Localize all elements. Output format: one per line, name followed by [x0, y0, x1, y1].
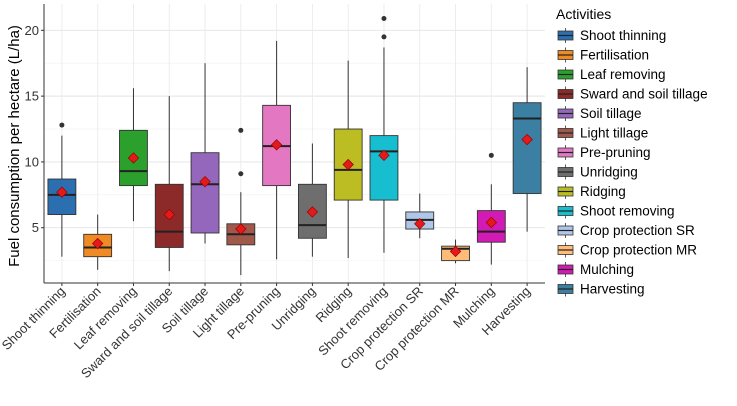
- mean-marker: [235, 223, 247, 235]
- legend-label: Light tillage: [580, 126, 648, 141]
- box-1: [47, 122, 77, 257]
- mean-marker: [342, 158, 354, 171]
- outlier-point: [59, 122, 65, 128]
- boxes: [47, 15, 542, 276]
- mean-marker: [56, 186, 68, 198]
- box-12: [441, 239, 470, 264]
- box-7: [262, 40, 292, 260]
- mean-marker: [270, 139, 283, 151]
- legend-item: Shoot removing: [557, 203, 675, 219]
- legend: Activities Shoot thinning Fertilisation Le…: [556, 6, 708, 297]
- legend-item: Mulching: [557, 262, 634, 277]
- legend-item: Harvesting: [557, 281, 645, 297]
- legend-label: Crop protection MR: [580, 243, 697, 258]
- box-body: [369, 135, 399, 201]
- box-8: [297, 143, 327, 257]
- box-6: [226, 127, 256, 276]
- mean-marker: [91, 237, 104, 250]
- mean-marker: [199, 175, 211, 188]
- legend-label: Sward and soil tillage: [580, 87, 708, 102]
- legend-item: Fertilisation: [557, 47, 649, 63]
- legend-label: Crop protection SR: [580, 223, 695, 238]
- mean-marker: [127, 152, 140, 164]
- legend-item: Light tillage: [557, 125, 648, 141]
- legend-item: Shoot thinning: [557, 28, 666, 43]
- y-axis-title: Fuel consumption per hectare (L/ha): [6, 25, 23, 267]
- y-tick-label: 20: [25, 23, 39, 38]
- legend-label: Pre-pruning: [580, 145, 651, 160]
- legend-item: Unridging: [557, 164, 638, 180]
- y-tick-label: 15: [25, 89, 39, 104]
- legend-label: Shoot thinning: [580, 28, 666, 43]
- box-13: [476, 152, 506, 265]
- mean-marker: [521, 133, 533, 146]
- mean-marker: [414, 218, 426, 230]
- mean-marker: [449, 245, 462, 258]
- box-5: [190, 63, 220, 244]
- legend-item: Sward and soil tillage: [557, 86, 708, 102]
- legend-label: Harvesting: [580, 282, 645, 297]
- legend-item: Crop protection SR: [557, 223, 695, 238]
- outlier-point: [488, 152, 494, 158]
- box-4: [154, 96, 184, 272]
- legend-label: Fertilisation: [580, 48, 649, 63]
- mean-marker: [378, 149, 390, 162]
- box-10: [369, 15, 399, 253]
- outlier-point: [381, 34, 387, 40]
- box-body: [476, 210, 506, 243]
- legend-item: Pre-pruning: [557, 145, 651, 160]
- legend-label: Soil tillage: [580, 106, 642, 121]
- box-9: [333, 60, 363, 258]
- outlier-point: [238, 127, 244, 133]
- box-11: [405, 193, 435, 239]
- outlier-point: [381, 15, 387, 21]
- legend-title: Activities: [556, 6, 611, 22]
- box-body: [190, 152, 220, 234]
- y-tick-label: 10: [25, 154, 39, 169]
- legend-item: Soil tillage: [557, 106, 642, 121]
- legend-label: Unridging: [580, 165, 638, 180]
- box-14: [512, 67, 542, 232]
- box-3: [119, 88, 148, 222]
- legend-label: Ridging: [580, 184, 626, 199]
- box-2: [83, 214, 113, 270]
- mean-marker: [306, 206, 319, 218]
- outlier-point: [238, 171, 244, 177]
- mean-marker: [485, 216, 498, 229]
- mean-marker: [163, 208, 175, 221]
- legend-item: Crop protection MR: [557, 242, 697, 258]
- y-tick-label: 5: [32, 220, 39, 235]
- legend-item: Ridging: [557, 184, 626, 199]
- legend-item: Leaf removing: [557, 67, 666, 82]
- legend-label: Shoot removing: [580, 204, 675, 219]
- legend-label: Mulching: [580, 262, 634, 277]
- box-body: [512, 102, 542, 194]
- legend-label: Leaf removing: [580, 67, 666, 82]
